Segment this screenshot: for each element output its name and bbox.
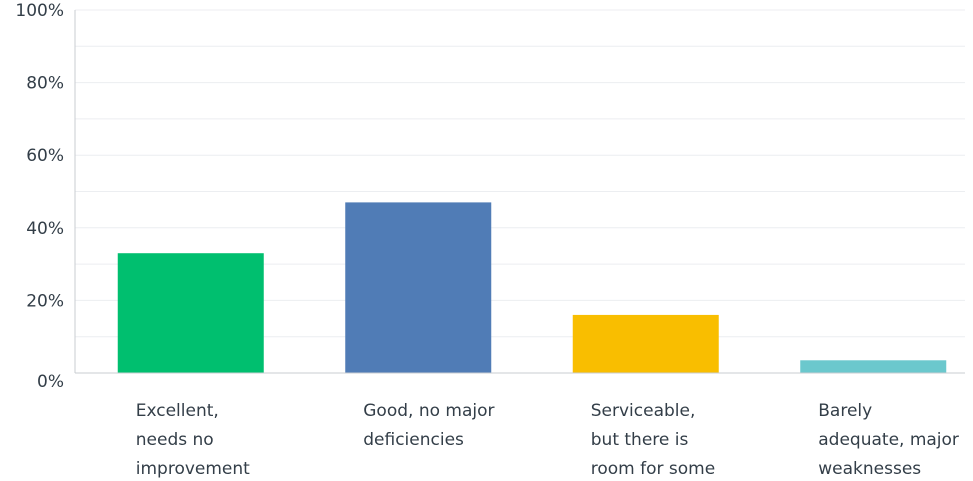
bar xyxy=(345,202,492,373)
x-category-label: Excellent, needs no improvement xyxy=(136,401,250,479)
bar xyxy=(117,253,264,373)
bar xyxy=(572,314,719,373)
y-tick-label: 40% xyxy=(26,219,64,239)
y-axis-ticks: 0% 20% 40% 60% 80% 100% xyxy=(15,1,64,392)
x-category-label: Good, no major deficiencies xyxy=(363,401,494,450)
y-tick-label: 60% xyxy=(26,146,64,166)
y-tick-label: 20% xyxy=(26,291,64,311)
y-tick-label: 0% xyxy=(37,372,64,392)
y-tick-label: 80% xyxy=(26,74,64,94)
bars xyxy=(117,202,947,373)
x-axis-labels: Excellent, needs no improvement Good, no ma… xyxy=(136,401,959,479)
y-tick-label: 100% xyxy=(15,1,64,21)
x-category-label: Barely adequate, major weaknesses xyxy=(818,401,959,479)
bar xyxy=(800,360,947,373)
x-category-label: Serviceable, but there is room for some xyxy=(591,401,715,479)
